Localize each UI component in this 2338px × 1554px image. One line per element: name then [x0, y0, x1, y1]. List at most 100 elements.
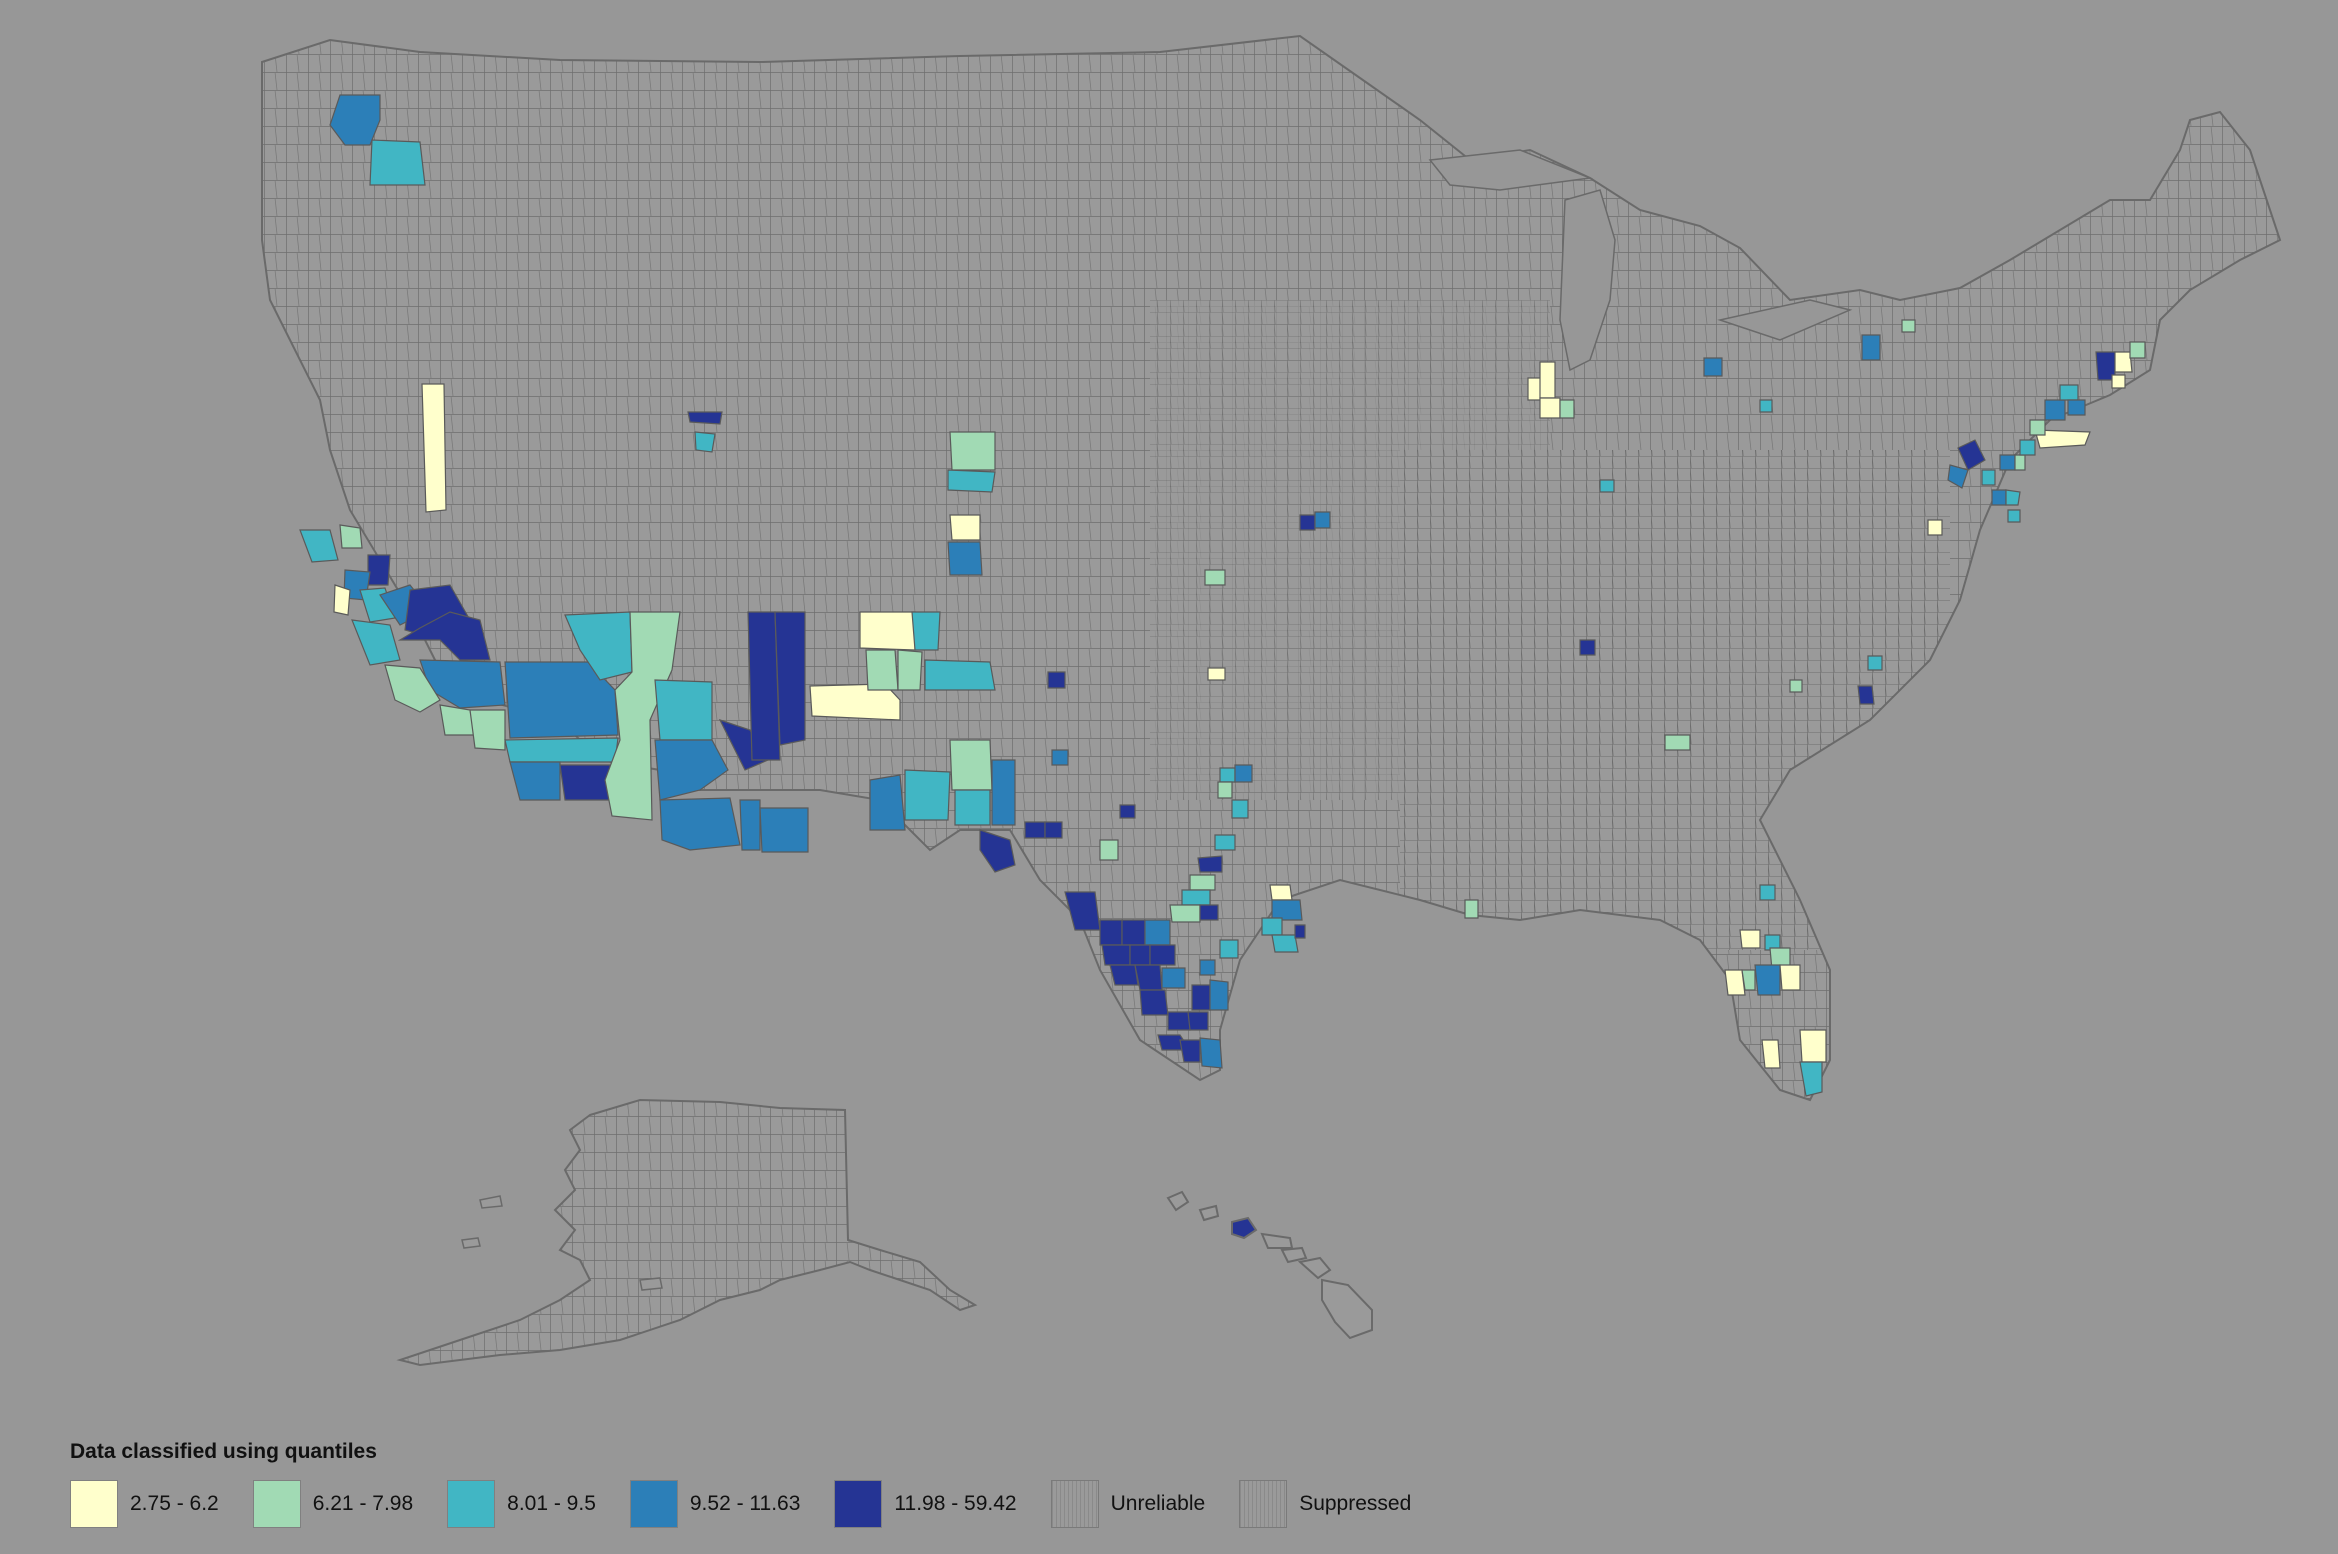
county-class-5 [1047, 671, 1066, 689]
county-class-4 [1991, 489, 2007, 506]
county-class-5 [1119, 804, 1136, 819]
legend-item: 11.98 - 59.42 [834, 1480, 1017, 1528]
alaska [396, 1098, 978, 1367]
county-class-5 [1099, 919, 1123, 946]
county-class-5 [1197, 855, 1223, 873]
county-class-5 [1109, 964, 1139, 986]
contiguous-us [261, 35, 2281, 1101]
legend-title: Data classified using quantiles [70, 1440, 377, 1463]
county-class-4 [739, 799, 761, 851]
legend-label: Suppressed [1299, 1492, 1412, 1515]
county-class-5 [1064, 891, 1101, 931]
county-class-1 [1739, 929, 1761, 949]
county-class-2 [897, 649, 923, 691]
legend-swatch [70, 1480, 118, 1528]
county-class-1 [1539, 361, 1556, 399]
county-class-4 [2067, 399, 2086, 416]
county-class-1 [2114, 351, 2133, 373]
county-class-3 [1214, 834, 1236, 851]
county-class-2 [469, 709, 506, 751]
county-class-4 [991, 759, 1016, 826]
county-class-3 [2019, 439, 2036, 456]
county-class-3 [1759, 399, 1773, 413]
county-class-3 [1219, 767, 1236, 783]
county-class-2 [1169, 904, 1201, 923]
county-class-3 [1181, 889, 1211, 906]
legend-label: 11.98 - 59.42 [894, 1492, 1017, 1515]
county-class-4 [1199, 1037, 1223, 1069]
county-class-4 [1947, 464, 1969, 489]
legend-label: 9.52 - 11.63 [689, 1492, 801, 1515]
county-class-3 [1981, 469, 1996, 486]
county-class-5 [1294, 924, 1306, 939]
county-class-1 [2034, 429, 2091, 449]
legend-label: 2.75 - 6.2 [130, 1492, 219, 1515]
county-class-3 [351, 619, 401, 666]
legend-item: 9.52 - 11.63 [629, 1480, 801, 1528]
county-class-5 [1121, 919, 1146, 946]
county-class-2 [384, 664, 441, 713]
county-class-5 [1857, 685, 1875, 705]
county-class-3 [947, 469, 996, 493]
county-class-3 [1231, 799, 1249, 819]
legend-item: 2.75 - 6.2 [70, 1480, 219, 1528]
county-class-4 [329, 94, 381, 146]
county-class-2 [1204, 569, 1226, 586]
county-class-4 [509, 761, 561, 801]
county-class-1 [421, 383, 447, 513]
county-class-5 [774, 611, 806, 746]
county-class-4 [1754, 964, 1781, 996]
county-class-4 [654, 739, 729, 801]
county-class-5 [1129, 944, 1151, 966]
county-class-2 [1741, 969, 1756, 991]
legend-swatch [1050, 1480, 1099, 1528]
county-class-5 [687, 411, 723, 425]
county-class-5 [1167, 1011, 1191, 1031]
county-class-1 [2111, 374, 2126, 389]
county-class-2 [2129, 341, 2146, 359]
lake-michigan [1559, 189, 1616, 372]
county-class-1 [1761, 1039, 1781, 1069]
legend-item: 6.21 - 7.98 [252, 1480, 414, 1528]
county-class-4 [1271, 899, 1303, 921]
county-class-4 [1861, 334, 1881, 361]
county-class-3 [654, 679, 713, 741]
county-class-3 [1599, 479, 1615, 493]
county-class-3 [911, 611, 941, 651]
county-class-5 [1101, 944, 1131, 966]
county-class-3 [1759, 884, 1776, 901]
county-class-4 [1703, 357, 1723, 377]
county-class-4 [1314, 511, 1331, 529]
county-class-5 [1187, 1011, 1209, 1031]
county-class-1 [1207, 667, 1226, 681]
county-class-2 [1217, 781, 1233, 799]
county-class-1 [1799, 1029, 1827, 1063]
county-class-3 [954, 789, 991, 826]
county-class-2 [949, 431, 996, 471]
county-class-2 [604, 611, 681, 821]
county-class-4 [1999, 454, 2016, 471]
county-class-3 [924, 659, 996, 691]
county-class-4 [659, 797, 741, 851]
county-class-4 [2044, 399, 2066, 421]
hawaii [1166, 1190, 1373, 1340]
legend-swatch [834, 1480, 883, 1528]
county-class-1 [859, 611, 916, 651]
county-class-3 [1219, 939, 1239, 959]
county-class-2 [1099, 839, 1119, 861]
legend-swatch [1239, 1480, 1288, 1528]
county-class-5 [397, 611, 491, 661]
county-class-3 [2007, 509, 2021, 523]
lake-erie [1717, 299, 1853, 341]
county-class-5 [1199, 904, 1219, 921]
legend-label: Unreliable [1110, 1492, 1206, 1515]
county-class-5 [1299, 514, 1316, 531]
county-class-4 [869, 774, 906, 831]
legend-label: 6.21 - 7.98 [312, 1492, 414, 1515]
county-class-5 [1134, 964, 1163, 991]
county-class-5 [367, 554, 391, 586]
classified-counties [299, 94, 2146, 1097]
county-class-5 [1024, 821, 1046, 839]
map-legend: Data classified using quantiles 2.75 - 6… [70, 1440, 1570, 1540]
